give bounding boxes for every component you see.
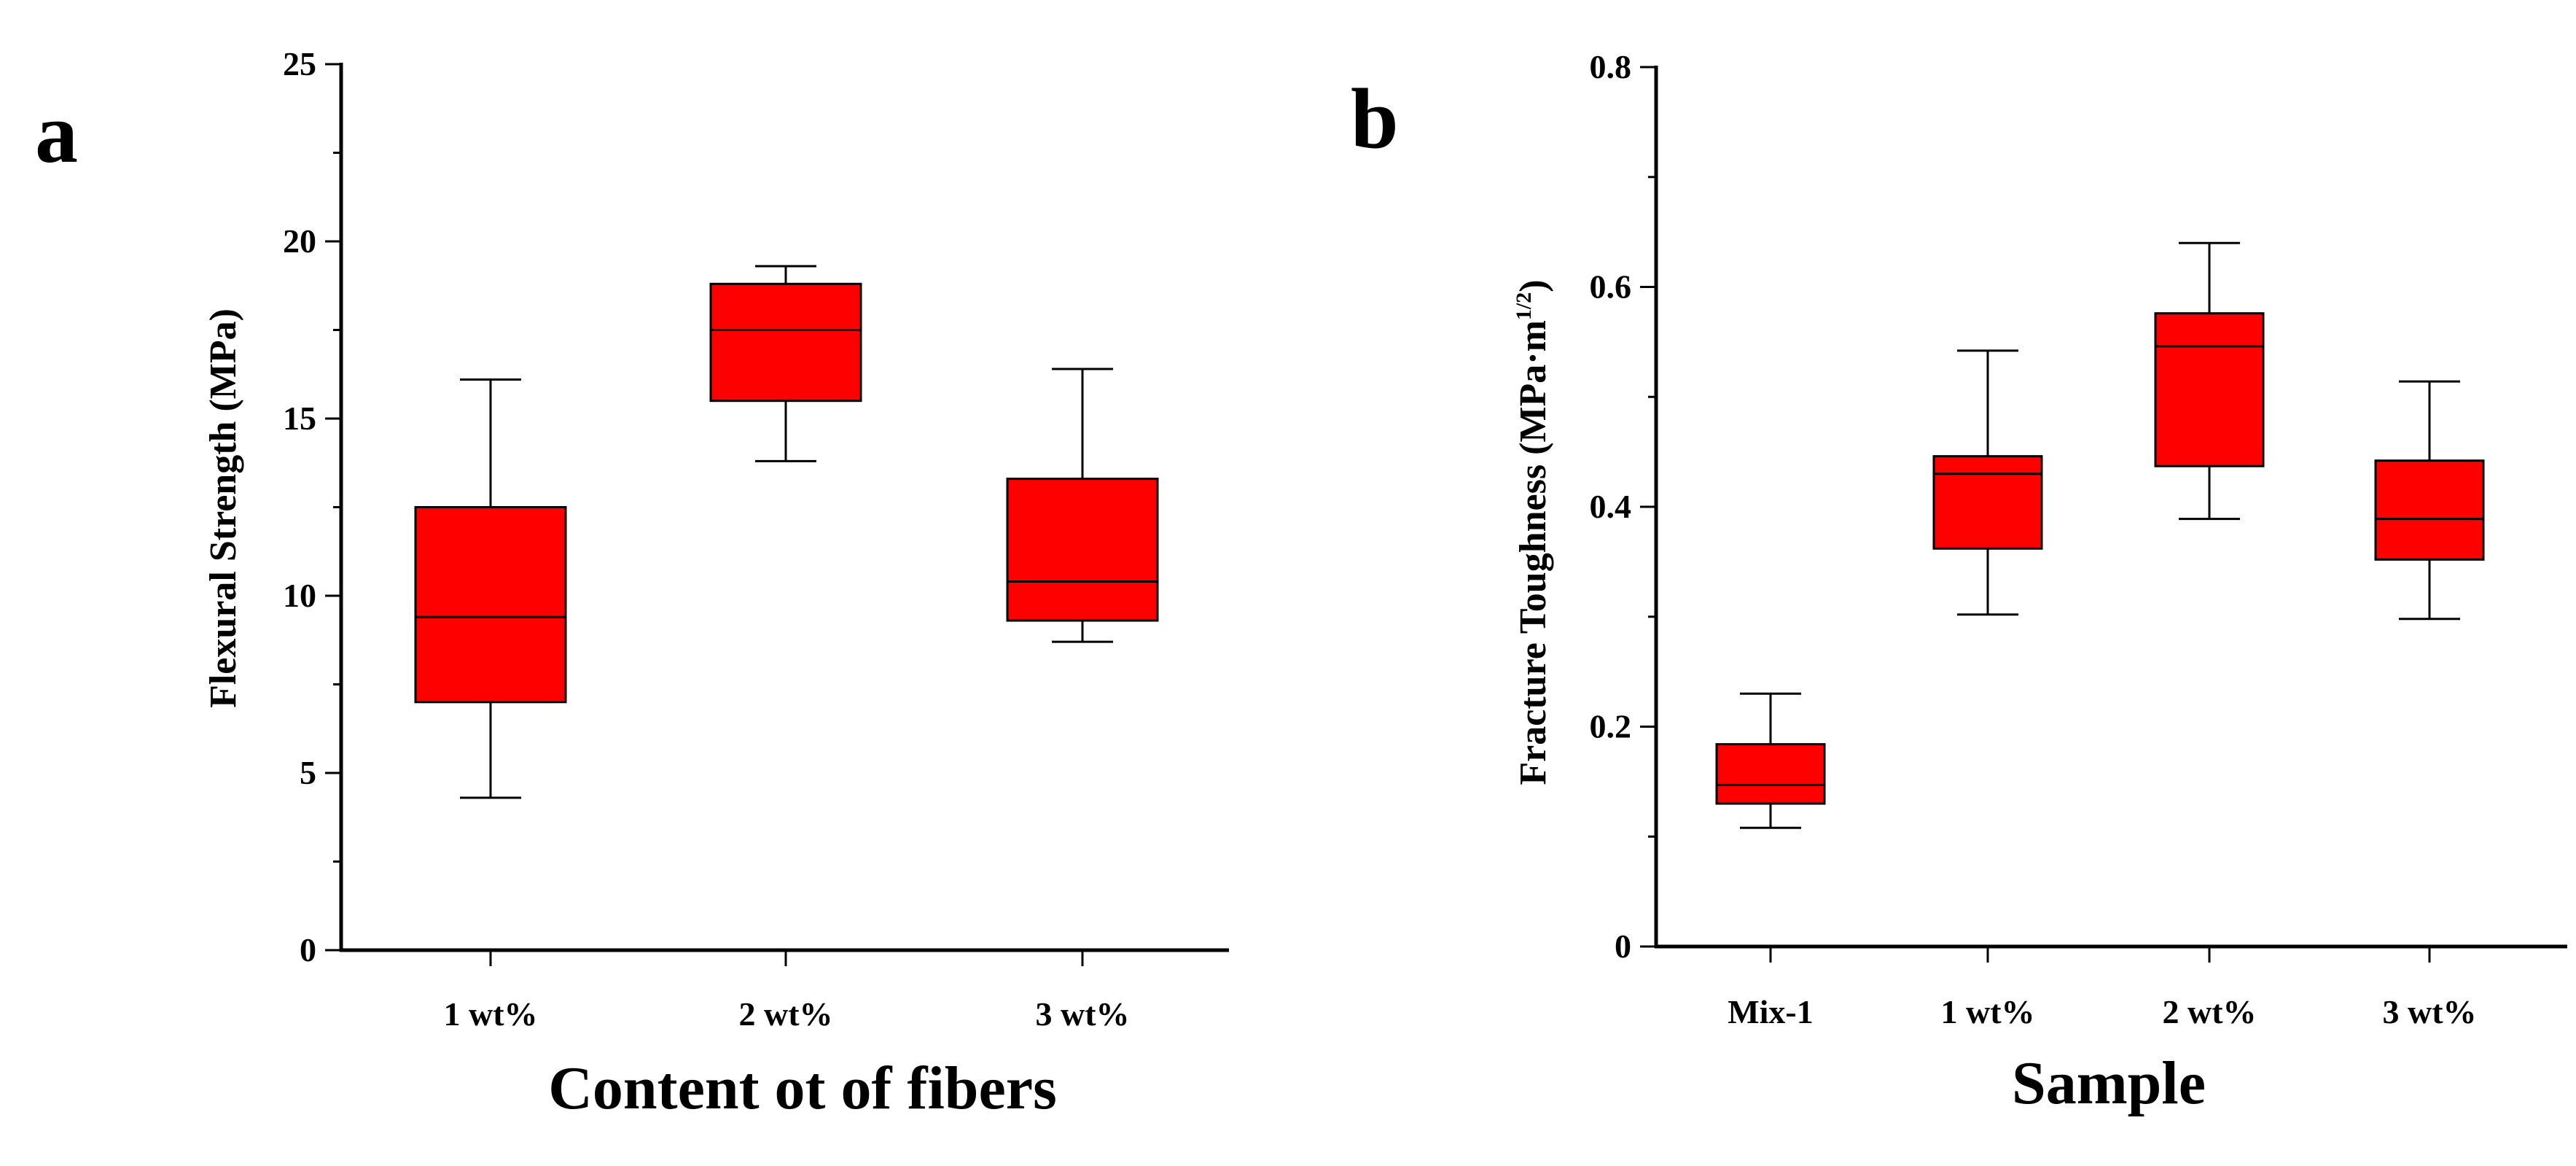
panel-a-y-tick-label: 5: [300, 754, 316, 791]
panel-b-y-tick-label: 0: [1615, 928, 1631, 965]
panel-b-category-label: Mix-1: [1728, 993, 1814, 1030]
panel-a-y-tick-label: 15: [283, 400, 316, 437]
panel-a-box: [1006, 478, 1159, 622]
panel-b-y-tick-label: 0.8: [1590, 48, 1632, 85]
panel-b-marks: 0 0.2 0.4 0.6 0.8 Mix-1 1 wt% 2 wt% 3 wt%: [1590, 48, 2567, 1030]
panel-b-x-axis-title: Sample: [2012, 1049, 2206, 1117]
panel-a-chart: a 0 5 10 15 20 25 1 wt% 2 wt% 3 wt% Content ot o…: [35, 45, 1229, 1122]
panel-b-letter: b: [1351, 71, 1399, 166]
panel-b-box: [1715, 743, 1826, 805]
panel-a-category-label: 1 wt%: [443, 995, 537, 1033]
panel-a-y-axis-title: Flexural Strength (MPa): [203, 308, 244, 708]
panel-b-category-label: 1 wt%: [1940, 993, 2034, 1030]
panel-b-box: [1932, 455, 2043, 550]
panel-a-marks: 0 5 10 15 20 25 1 wt% 2 wt% 3 wt%: [283, 45, 1229, 1033]
panel-a-y-tick-label: 25: [283, 45, 316, 82]
panel-a-box: [709, 282, 862, 403]
panel-a-x-axis-title: Content ot of fibers: [548, 1054, 1057, 1122]
panel-a-category-label: 3 wt%: [1035, 995, 1129, 1033]
panel-b-y-tick-label: 0.2: [1590, 708, 1632, 745]
panel-b-box: [2154, 312, 2265, 467]
panel-b-chart: b 0 0.2 0.4 0.6 0.8 Mix-1 1 wt% 2 wt% 3 wt% Samp…: [1351, 48, 2567, 1117]
panel-b-y-axis-title-close: ): [1513, 279, 1554, 292]
panel-a-y-tick-label: 0: [300, 931, 316, 968]
panel-b-y-tick-label: 0.6: [1590, 268, 1632, 306]
panel-b-category-label: 3 wt%: [2382, 993, 2476, 1030]
panel-b-y-axis-title-exponent: 1/2: [1512, 292, 1536, 320]
panel-b-box: [2374, 459, 2485, 561]
panel-a-letter: a: [35, 85, 78, 181]
panel-a-y-tick-label: 20: [283, 222, 316, 260]
panel-b-category-label: 2 wt%: [2162, 993, 2256, 1030]
panel-b-y-axis-title: Fracture Toughness (MPa·m1/2): [1512, 279, 1554, 785]
panel-a-y-tick-label: 10: [283, 577, 316, 614]
panel-b-y-tick-label: 0.4: [1590, 488, 1632, 525]
panel-b-y-axis-title-main: Fracture Toughness (MPa·m: [1513, 320, 1554, 785]
panel-a-box: [414, 506, 567, 704]
panel-a-category-label: 2 wt%: [738, 995, 832, 1033]
